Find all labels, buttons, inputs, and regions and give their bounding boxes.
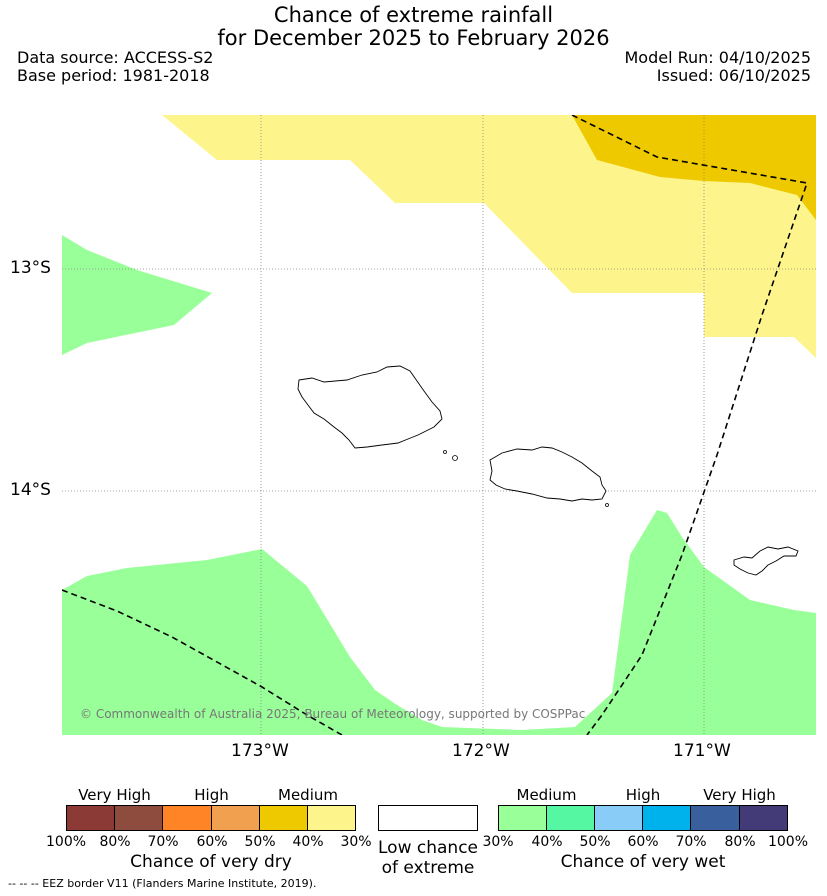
dry-tick: 70% bbox=[147, 834, 179, 850]
swatch-wet-40-50 bbox=[547, 805, 595, 831]
island-manono bbox=[452, 455, 458, 461]
swatch-low-chance bbox=[378, 805, 478, 831]
eez-border-east bbox=[571, 115, 809, 735]
base-period: Base period: 1981-2018 bbox=[17, 66, 210, 85]
wet-tick: 40% bbox=[531, 834, 563, 850]
swatch-wet-50-60 bbox=[595, 805, 643, 831]
dry-tick: 50% bbox=[244, 834, 276, 850]
island-tutuila bbox=[733, 546, 799, 576]
region-dry-medium-30-40 bbox=[162, 115, 816, 358]
lat-label-13s: 13°S bbox=[10, 258, 51, 278]
model-run: Model Run: 04/10/2025 bbox=[624, 48, 812, 67]
wet-tick: 80% bbox=[724, 834, 756, 850]
legend-wet-caption: Chance of very wet bbox=[560, 852, 726, 872]
swatch-wet-60-70 bbox=[643, 805, 691, 831]
region-wet-northwest bbox=[62, 235, 212, 355]
rainfall-map bbox=[62, 115, 816, 735]
dry-tick: 30% bbox=[340, 834, 372, 850]
legend-low-chance-line2: of extreme bbox=[381, 858, 475, 878]
legend-wet-very-high-label: Very High bbox=[703, 786, 776, 804]
region-wet-south bbox=[62, 510, 816, 735]
lon-label-173w: 173°W bbox=[231, 741, 289, 761]
map-gridlines bbox=[62, 115, 816, 735]
legend-dry-high-label: High bbox=[194, 786, 229, 804]
lon-label-171w: 171°W bbox=[673, 741, 731, 761]
dry-tick: 40% bbox=[292, 834, 324, 850]
issued-date: Issued: 06/10/2025 bbox=[656, 66, 811, 85]
island-islet bbox=[605, 503, 609, 507]
data-source: Data source: ACCESS-S2 bbox=[17, 48, 214, 67]
swatch-dry-100-80 bbox=[66, 805, 115, 831]
swatch-dry-70-60 bbox=[163, 805, 212, 831]
legend-wet-high-label: High bbox=[625, 786, 661, 804]
wet-tick: 30% bbox=[482, 834, 514, 850]
eez-border-southwest bbox=[62, 589, 343, 735]
lat-label-14s: 14°S bbox=[10, 480, 51, 500]
wet-tick: 100% bbox=[767, 834, 809, 850]
legend-dry-very-high-label: Very High bbox=[78, 786, 151, 804]
map-title-line1: Chance of extreme rainfall bbox=[273, 3, 554, 27]
dry-tick: 80% bbox=[99, 834, 131, 850]
legend-low-chance-line1: Low chance bbox=[378, 838, 478, 858]
island-savaii bbox=[297, 365, 443, 449]
swatch-dry-80-70 bbox=[115, 805, 163, 831]
island-apolima bbox=[443, 450, 447, 454]
copyright-notice: © Commonwealth of Australia 2025, Bureau… bbox=[80, 707, 586, 721]
legend-dry-medium-label: Medium bbox=[278, 786, 338, 804]
map-title-line2: for December 2025 to February 2026 bbox=[217, 26, 610, 50]
wet-tick: 60% bbox=[627, 834, 659, 850]
swatch-dry-40-30 bbox=[308, 805, 356, 831]
swatch-dry-60-50 bbox=[212, 805, 260, 831]
swatch-wet-80-100 bbox=[740, 805, 788, 831]
wet-tick: 50% bbox=[579, 834, 611, 850]
lon-label-172w: 172°W bbox=[452, 741, 510, 761]
dry-tick: 100% bbox=[46, 834, 87, 850]
region-dry-medium-40-50 bbox=[572, 115, 816, 220]
eez-footnote: -- -- -- EEZ border V11 (Flanders Marine… bbox=[8, 877, 317, 890]
island-upolu bbox=[489, 446, 607, 502]
swatch-wet-30-40 bbox=[498, 805, 547, 831]
wet-tick: 70% bbox=[675, 834, 707, 850]
legend-dry-caption: Chance of very dry bbox=[130, 852, 292, 872]
swatch-dry-50-40 bbox=[260, 805, 308, 831]
dry-tick: 60% bbox=[196, 834, 228, 850]
legend-wet-medium-label: Medium bbox=[516, 786, 577, 804]
swatch-wet-70-80 bbox=[691, 805, 740, 831]
